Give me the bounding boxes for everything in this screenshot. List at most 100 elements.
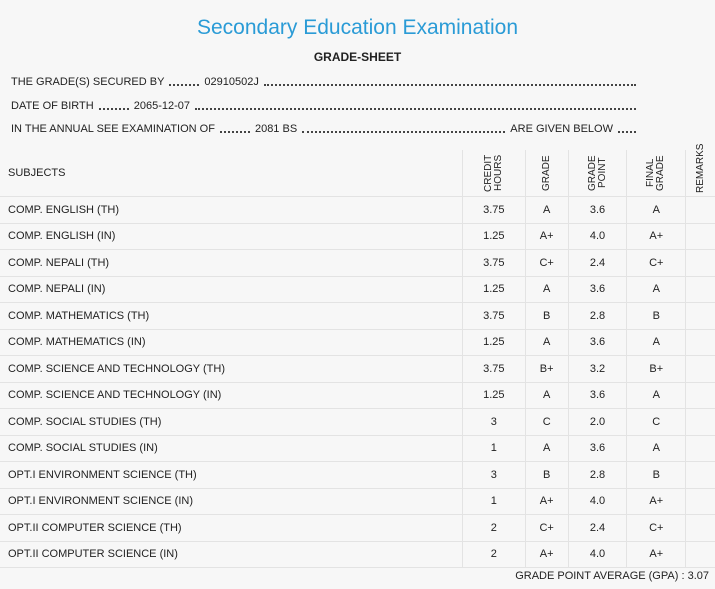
info-line: DATE OF BIRTH 2065-12-07 [11,100,641,112]
cell: C+ [524,249,569,277]
remarks-cell [685,514,715,542]
cell: B+ [524,355,569,383]
remarks-cell [685,329,715,356]
cell: COMP. SOCIAL STUDIES (IN) [0,435,463,462]
cell: C+ [626,514,686,542]
remarks-cell [685,382,715,409]
info-label: DATE OF BIRTH [11,100,94,112]
cell: B [626,461,686,489]
cell: A [524,435,569,462]
table-row: OPT.II COMPUTER SCIENCE (TH) 2 C+ 2.4 C+ [0,514,715,542]
cell: C [524,408,569,436]
cell: C [626,408,686,436]
remarks-cell [685,223,715,250]
cell: A [626,435,686,462]
header-text: CREDIT HOURS [482,154,504,192]
info-suffix: ARE GIVEN BELOW [510,123,613,135]
column-header: REMARKS [685,143,715,197]
cell: B [524,461,569,489]
cell: 2.4 [567,249,627,277]
info-line: THE GRADE(S) SECURED BY 02910502J [11,76,641,88]
gpa: GRADE POINT AVERAGE (GPA) : 3.07 [515,570,709,582]
cell: A [524,196,569,224]
cell: 1.25 [462,329,526,356]
cell: 2.0 [567,408,627,436]
table-row: COMP. SOCIAL STUDIES (IN) 1 A 3.6 A [0,435,715,462]
cell: A [524,276,569,303]
table-row: OPT.I ENVIRONMENT SCIENCE (TH) 3 B 2.8 B [0,461,715,489]
table-row: COMP. MATHEMATICS (TH) 3.75 B 2.8 B [0,302,715,330]
remarks-cell [685,541,715,568]
info-value: 2065-12-07 [133,100,190,112]
cell: A+ [524,488,569,515]
cell: A+ [626,488,686,515]
cell: 3.2 [567,355,627,383]
cell: COMP. ENGLISH (IN) [0,223,463,250]
cell: 4.0 [567,541,627,568]
table-row: COMP. SCIENCE AND TECHNOLOGY (TH) 3.75 B+ 3… [0,355,715,383]
leader [195,108,636,110]
cell: A [626,382,686,409]
remarks-cell [685,302,715,330]
cell: A+ [626,223,686,250]
remarks-cell [685,435,715,462]
cell: A [524,382,569,409]
cell: OPT.II COMPUTER SCIENCE (TH) [0,514,463,542]
info-value: 02910502J [204,76,259,88]
cell: B+ [626,355,686,383]
cell: 4.0 [567,488,627,515]
cell: 2.4 [567,514,627,542]
leader [302,131,506,133]
column-header: SUBJECTS [0,150,463,197]
cell: 3.6 [567,276,627,303]
leader [98,108,129,110]
cell: OPT.II COMPUTER SCIENCE (IN) [0,541,463,568]
cell: 2.8 [567,461,627,489]
remarks-cell [685,249,715,277]
cell: 3.6 [567,382,627,409]
cell: 1.25 [462,223,526,250]
leader [263,84,636,86]
leader [169,84,200,86]
remarks-cell [685,276,715,303]
gpa-value: 3.07 [687,570,709,582]
cell: C+ [626,249,686,277]
cell: 3.75 [462,196,526,224]
table-row: COMP. MATHEMATICS (IN) 1.25 A 3.6 A [0,329,715,356]
cell: 4.0 [567,223,627,250]
info-line: IN THE ANNUAL SEE EXAMINATION OF 2081 BS A… [11,123,641,135]
grade-table: SUBJECTS CREDIT HOURS GRADE GRADE POINT FINA… [0,143,715,568]
column-header: FINAL GRADE [626,150,686,197]
cell: 3.6 [567,435,627,462]
info-label: THE GRADE(S) SECURED BY [11,76,165,88]
cell: COMP. MATHEMATICS (IN) [0,329,463,356]
cell: 1.25 [462,382,526,409]
cell: 1 [462,435,526,462]
leader [219,131,250,133]
column-header: GRADE [524,150,569,197]
cell: 1 [462,488,526,515]
table-row: OPT.I ENVIRONMENT SCIENCE (IN) 1 A+ 4.0 A+ [0,488,715,515]
title: Secondary Education Examination [196,16,519,39]
column-header: CREDIT HOURS [462,150,526,197]
cell: A [524,329,569,356]
subtitle: GRADE-SHEET [313,50,402,64]
info-value: 2081 BS [254,123,298,135]
cell: 2 [462,541,526,568]
remarks-cell [685,488,715,515]
cell: 3.6 [567,329,627,356]
header-text: FINAL GRADE [645,155,667,191]
remarks-cell [685,408,715,436]
table-row: COMP. ENGLISH (TH) 3.75 A 3.6 A [0,196,715,224]
cell: B [626,302,686,330]
header-text: GRADE [540,155,552,191]
cell: COMP. ENGLISH (TH) [0,196,463,224]
table-row: COMP. SOCIAL STUDIES (TH) 3 C 2.0 C [0,408,715,436]
cell: COMP. NEPALI (TH) [0,249,463,277]
header-text: REMARKS [694,143,706,193]
cell: COMP. MATHEMATICS (TH) [0,302,463,330]
header-text: GRADE POINT [586,155,608,191]
table-row: OPT.II COMPUTER SCIENCE (IN) 2 A+ 4.0 A+ [0,541,715,568]
